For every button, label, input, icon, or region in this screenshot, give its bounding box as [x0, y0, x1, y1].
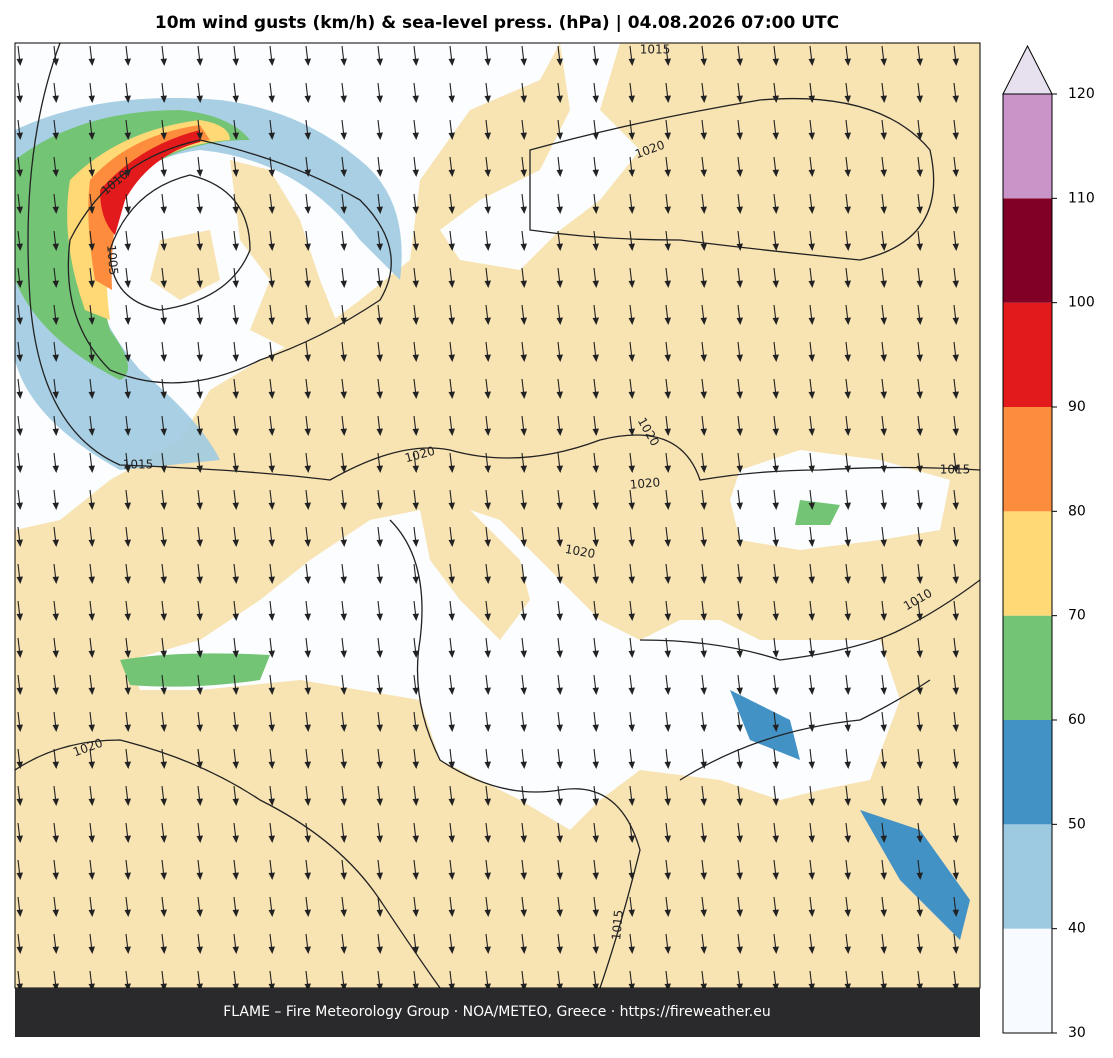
colorbar-tick-label: 90 — [1068, 399, 1086, 415]
colorbar-band — [1003, 198, 1052, 303]
wind-arrows — [15, 43, 980, 988]
colorbar-tick-label: 40 — [1068, 921, 1086, 937]
colorbar: 30 40 50 60 70 80 90 100 110 120 — [1002, 44, 1095, 1041]
isobar — [109, 174, 251, 311]
isobar — [639, 579, 980, 661]
colorbar-band — [1003, 720, 1052, 825]
isobar-label: 1020 — [564, 542, 597, 561]
colorbar-band — [1003, 302, 1052, 407]
isobar-label: 1020 — [629, 475, 661, 492]
colorbar-tick-label: 120 — [1068, 86, 1095, 102]
colorbar-tick-label: 70 — [1068, 608, 1086, 624]
isobar — [27, 43, 980, 481]
isobar — [389, 519, 641, 988]
map-title: 10m wind gusts (km/h) & sea-level press.… — [155, 13, 839, 33]
isobar — [529, 97, 935, 261]
isobar-label: 1005 — [104, 244, 121, 276]
isobar-label: 1015 — [609, 909, 626, 941]
colorbar-tick-label: 80 — [1068, 503, 1086, 519]
colorbar-extension — [1002, 44, 1053, 95]
colorbar-tick-label: 100 — [1068, 295, 1095, 311]
colorbar-tick-label: 110 — [1068, 190, 1095, 206]
colorbar-tick-label: 60 — [1068, 712, 1086, 728]
colorbar-band — [1003, 407, 1052, 512]
colorbar-frame — [1002, 93, 1053, 1034]
isobar-label: 1015 — [640, 43, 671, 57]
isobar — [679, 679, 931, 781]
isobar — [15, 739, 441, 988]
colorbar-band — [1003, 615, 1052, 720]
colorbar-band — [1003, 511, 1052, 616]
footer-bar — [15, 988, 980, 1037]
colorbar-tick-label: 50 — [1068, 816, 1086, 832]
colorbar-tick-label: 30 — [1068, 1025, 1086, 1041]
colorbar-band — [1003, 824, 1052, 929]
isobar — [67, 139, 392, 384]
footer-text: FLAME – Fire Meteorology Group · NOA/MET… — [223, 1004, 771, 1020]
isobar-label: 1015 — [940, 463, 971, 477]
colorbar-band — [1003, 94, 1052, 199]
isobar-label: 1015 — [123, 458, 154, 472]
colorbar-band — [1003, 928, 1052, 1033]
